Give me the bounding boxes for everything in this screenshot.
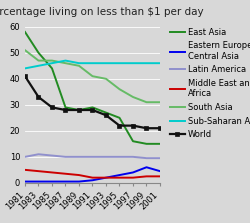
Text: Percentage living on less than $1 per day: Percentage living on less than $1 per da… xyxy=(0,7,203,17)
Legend: East Asia, Eastern Europe and
Central Asia, Latin America, Middle East and North: East Asia, Eastern Europe and Central As… xyxy=(170,28,250,139)
